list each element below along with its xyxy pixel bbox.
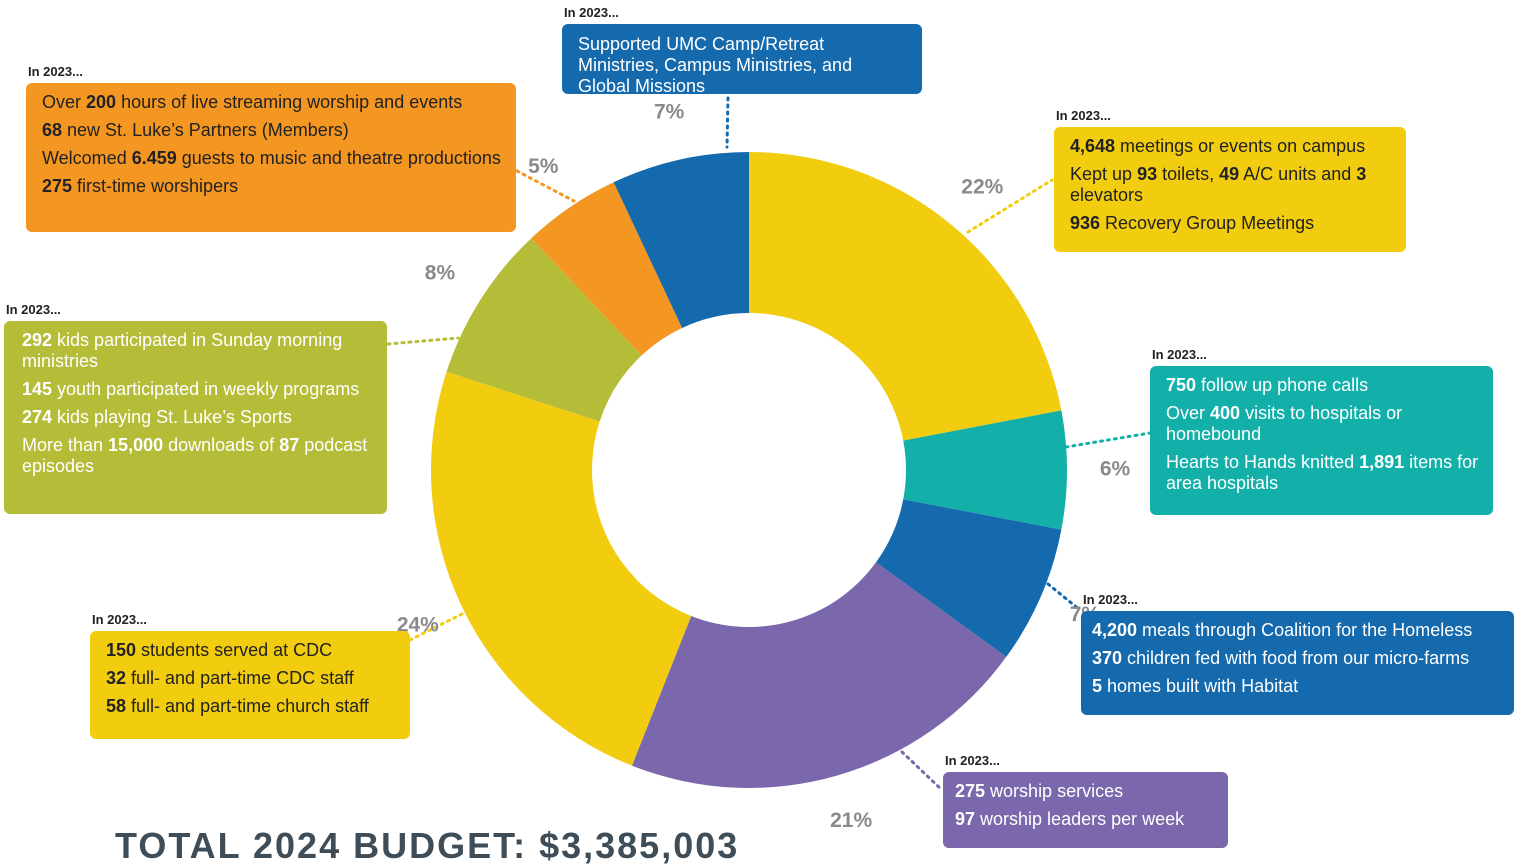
donut-slices (431, 152, 1068, 788)
callout-line: 370 children fed with food from our micr… (1092, 648, 1470, 668)
callout-children-youth: In 2023... 292 kids participated in Sund… (4, 303, 387, 514)
donut-chart: 22%6%7%21%24%8%5%7% (386, 96, 1152, 832)
callout-figure: 1,891 (1359, 452, 1405, 472)
callout-line: Welcomed 6.459 guests to music and theat… (42, 148, 501, 168)
callout-line: 5 homes built with Habitat (1092, 676, 1299, 696)
callout-figure: 292 (22, 330, 53, 350)
callout-figure: 58 (106, 696, 127, 716)
callout-figure: 145 (22, 379, 53, 399)
callout-line: 275 worship services (955, 781, 1124, 801)
callout-staff: In 2023... 150 students served at CDC 32 … (90, 613, 410, 739)
leader-line-outreach (1046, 582, 1082, 612)
callout-facilities: In 2023... 4,648 meetings or events on c… (1054, 109, 1406, 252)
callout-box: 275 worship services 97 worship leaders p… (943, 772, 1228, 848)
donut-slice-streaming (531, 182, 683, 356)
callout-heading: In 2023... (564, 5, 619, 20)
percent-label-worship: 21% (830, 809, 872, 832)
callout-figure: 275 (42, 176, 73, 196)
callout-line: 274 kids playing St. Luke’s Sports (22, 407, 292, 427)
callout-figure: 370 (1092, 648, 1123, 668)
leader-line-staff (408, 610, 468, 642)
callout-streaming: In 2023... Over 200 hours of live stream… (26, 65, 516, 232)
callout-figure: 200 (86, 92, 117, 112)
callout-figure: 150 (106, 640, 137, 660)
leader-line-children-youth (386, 336, 460, 346)
donut-slice-camp-ministries (613, 152, 749, 328)
callout-heading: In 2023... (945, 753, 1000, 768)
callout-figure: 4,200 (1092, 620, 1138, 640)
callout-figure: 400 (1210, 403, 1241, 423)
donut-slice-worship (631, 562, 1007, 788)
callout-box: 150 students served at CDC 32 full- and p… (90, 631, 410, 739)
callout-heading: In 2023... (28, 64, 83, 79)
callout-line: 32 full- and part-time CDC staff (106, 668, 354, 688)
callout-line: 97 worship leaders per week (955, 809, 1185, 829)
callout-line: 4,200 meals through Coalition for the Ho… (1092, 620, 1473, 640)
callout-line: Supported UMC Camp/Retreat Ministries, C… (578, 34, 853, 96)
callout-box: 4,648 meetings or events on campus Kept u… (1054, 127, 1406, 252)
leader-line-worship (900, 750, 944, 792)
total-budget-title: TOTAL 2024 BUDGET: $3,385,003 (115, 825, 740, 866)
callout-figure: 87 (279, 435, 300, 455)
callout-figure: 15,000 (108, 435, 164, 455)
donut-slice-staff (431, 371, 692, 766)
donut-slice-outreach (876, 499, 1062, 657)
callout-line: 58 full- and part-time church staff (106, 696, 369, 716)
callout-outreach: In 2023... 4,200 meals through Coalition… (1081, 593, 1514, 715)
callout-line: Over 400 visits to hospitals or homeboun… (1166, 403, 1403, 444)
callout-line: 936 Recovery Group Meetings (1070, 213, 1315, 233)
callout-figure: 49 (1219, 164, 1240, 184)
callout-heading: In 2023... (6, 302, 61, 317)
donut-slice-children-youth (446, 238, 642, 422)
callout-box: Over 200 hours of live streaming worship… (26, 83, 516, 232)
callout-heading: In 2023... (1056, 108, 1111, 123)
callout-line: 150 students served at CDC (106, 640, 333, 660)
callout-box: 4,200 meals through Coalition for the Ho… (1081, 611, 1514, 715)
callout-line: 275 first-time worshipers (42, 176, 239, 196)
percent-label-staff: 24% (397, 613, 439, 636)
callout-line: 4,648 meetings or events on campus (1070, 136, 1366, 156)
donut-slice-care (903, 410, 1068, 530)
callout-figure: 4,648 (1070, 136, 1116, 156)
callout-figure: 68 (42, 120, 63, 140)
callout-figure: 97 (955, 809, 976, 829)
donut-slice-facilities (749, 152, 1062, 441)
callout-figure: 93 (1137, 164, 1158, 184)
callout-line: Over 200 hours of live streaming worship… (42, 92, 463, 112)
callout-figure: 3 (1356, 164, 1367, 184)
callout-figure: 936 (1070, 213, 1101, 233)
callout-line: Hearts to Hands knitted 1,891 items for … (1166, 452, 1479, 493)
percent-label-camp-ministries: 7% (654, 100, 685, 123)
callout-line: 750 follow up phone calls (1166, 375, 1369, 395)
percent-label-care: 6% (1100, 458, 1131, 481)
callout-figure: 32 (106, 668, 127, 688)
leader-line-camp-ministries (725, 96, 730, 149)
leader-line-facilities (966, 178, 1054, 234)
callout-box: Supported UMC Camp/Retreat Ministries, C… (562, 24, 922, 96)
callout-camp-ministries: In 2023... Supported UMC Camp/Retreat Mi… (562, 5, 922, 96)
callout-care: In 2023... 750 follow up phone calls Over… (1150, 348, 1493, 515)
callout-line: 292 kids participated in Sunday morning … (22, 330, 343, 371)
callout-figure: 6.459 (131, 148, 177, 168)
callout-heading: In 2023... (1152, 347, 1207, 362)
leader-lines (386, 96, 1152, 792)
callout-line: Kept up 93 toilets, 49 A/C units and 3 e… (1070, 164, 1367, 205)
callout-figure: 275 (955, 781, 986, 801)
callout-figure: 274 (22, 407, 53, 427)
percent-label-children-youth: 8% (425, 261, 456, 284)
leader-line-care (1064, 431, 1152, 449)
callout-box: 292 kids participated in Sunday morning … (4, 321, 387, 514)
callout-heading: In 2023... (92, 612, 147, 627)
callout-worship: In 2023... 275 worship services 97 worshi… (943, 754, 1228, 848)
percent-label-facilities: 22% (961, 176, 1003, 199)
callout-figure: 5 (1092, 676, 1103, 696)
callout-heading: In 2023... (1083, 592, 1138, 607)
callout-line: 68 new St. Luke’s Partners (Members) (42, 120, 349, 140)
callout-line: More than 15,000 downloads of 87 podcast… (22, 435, 368, 476)
callout-line: 145 youth participated in weekly program… (22, 379, 360, 399)
callout-figure: 750 (1166, 375, 1197, 395)
percent-labels: 22%6%7%21%24%8%5%7% (397, 100, 1131, 832)
percent-label-streaming: 5% (528, 155, 559, 178)
callout-box: 750 follow up phone calls Over 400 visits… (1150, 366, 1493, 515)
